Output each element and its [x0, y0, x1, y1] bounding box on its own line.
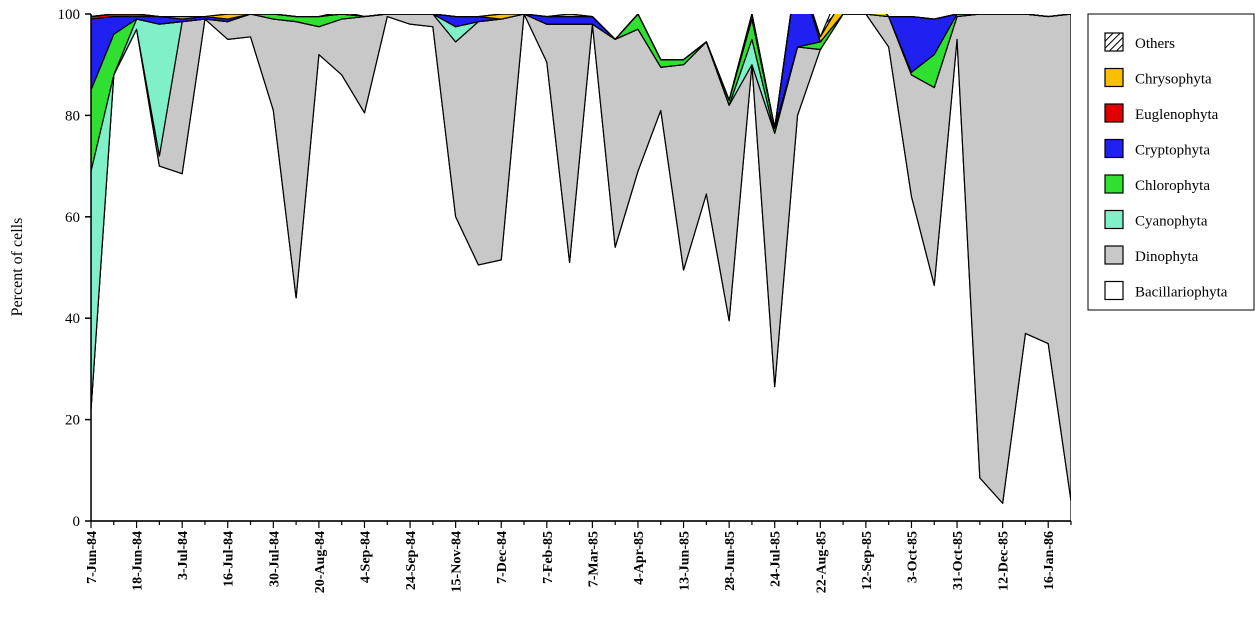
legend-label-euglenophyta: Euglenophyta: [1135, 107, 1219, 123]
y-tick-label: 100: [58, 7, 81, 23]
legend-label-others: Others: [1135, 36, 1175, 52]
x-tick-label: 28-Jun-85: [723, 531, 738, 591]
legend-label-dinophyta: Dinophyta: [1135, 249, 1199, 265]
x-tick-label: 18-Jun-84: [131, 531, 146, 591]
legend: Others Chrysophyta Euglenophyta Cryptophyta…: [1087, 13, 1255, 311]
y-tick-label: 20: [65, 413, 80, 429]
area-layer: [91, 14, 1071, 522]
legend-label-chlorophyta: Chlorophyta: [1135, 178, 1210, 194]
x-tick-label: 31-Oct-85: [951, 531, 966, 590]
x-tick-label: 7-Mar-85: [586, 531, 601, 587]
legend-label-cryptophyta: Cryptophyta: [1135, 143, 1210, 159]
x-tick-label: 7-Dec-84: [495, 531, 510, 584]
x-tick-label: 16-Jul-84: [222, 531, 237, 587]
legend-swatch-dinophyta: [1104, 245, 1124, 265]
x-tick-label: 7-Jun-84: [85, 531, 100, 584]
legend-swatch-euglenophyta: [1104, 103, 1124, 123]
x-tick-label: 24-Jul-85: [769, 531, 784, 587]
legend-label-chrysophyta: Chrysophyta: [1135, 72, 1212, 88]
y-tick-label: 60: [65, 210, 80, 226]
legend-box: [1087, 13, 1255, 311]
x-tick-label: 4-Sep-84: [359, 531, 374, 583]
x-tick-label: 15-Nov-84: [450, 531, 465, 592]
x-tick-label: 12-Dec-85: [997, 531, 1012, 591]
x-tick-label: 16-Jan-86: [1042, 531, 1057, 590]
legend-swatch-cryptophyta: [1104, 138, 1124, 159]
axis-layer: 0 20 40 60 80 100 7-Jun-84 18-Jun-84 3-Jul-84 16-…: [58, 7, 1072, 593]
x-tick-label: 13-Jun-85: [678, 531, 693, 591]
x-tick-label: 7-Feb-85: [541, 531, 556, 584]
x-tick-label: 20-Aug-84: [313, 531, 328, 593]
x-tick-label: 3-Jul-84: [176, 531, 191, 580]
legend-swatch-chrysophyta: [1104, 67, 1124, 88]
legend-swatch-cyanophyta: [1104, 209, 1124, 230]
x-tick-label: 30-Jul-84: [267, 531, 282, 587]
legend-label-bacillariophyta: Bacillariophyta: [1135, 285, 1228, 301]
legend-swatch-bacillariophyta: [1104, 280, 1124, 301]
y-tick-label: 40: [65, 311, 80, 327]
y-axis-label: Percent of cells: [9, 218, 26, 317]
x-tick-label: 22-Aug-85: [814, 531, 829, 593]
x-tick-label: 24-Sep-84: [404, 531, 419, 590]
legend-label-cyanophyta: Cyanophyta: [1135, 214, 1208, 230]
y-tick-label: 0: [73, 514, 81, 530]
legend-swatch-others: [1104, 32, 1124, 52]
area-dinophyta: [91, 14, 1071, 504]
x-tick-label: 3-Oct-85: [906, 531, 921, 583]
legend-swatch-chlorophyta: [1104, 174, 1124, 194]
x-tick-label: 12-Sep-85: [860, 531, 875, 590]
x-tick-label: 4-Apr-85: [632, 531, 647, 585]
y-tick-label: 80: [65, 108, 80, 124]
